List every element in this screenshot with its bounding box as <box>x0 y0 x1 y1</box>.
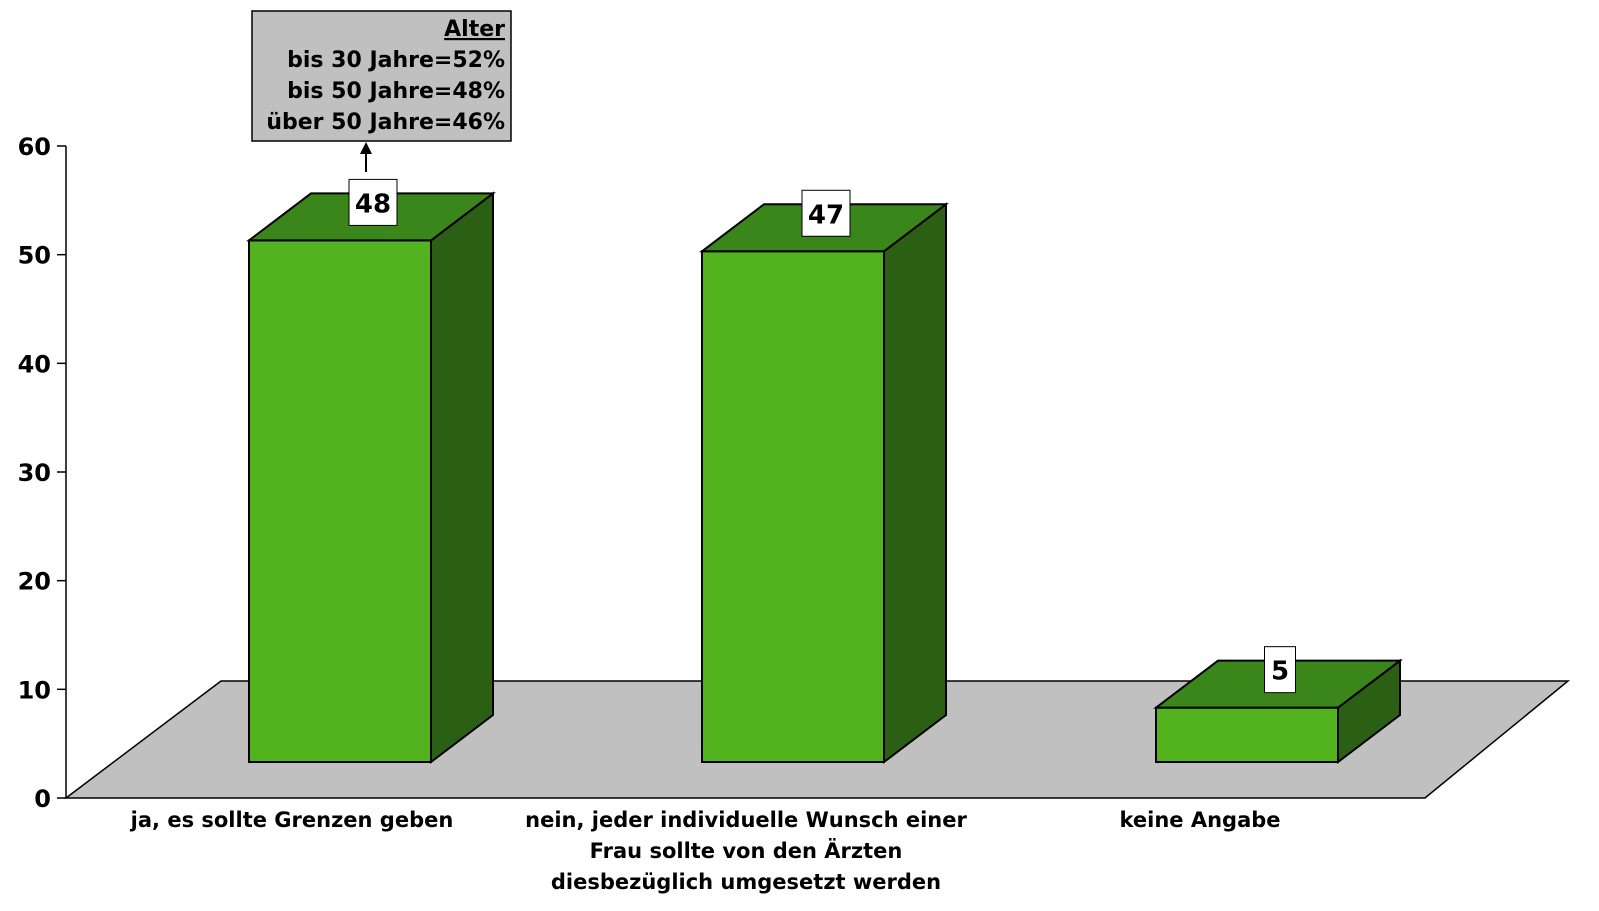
value-label-box <box>348 178 398 226</box>
bar-side <box>883 202 947 765</box>
y-tick-label: 0 <box>34 785 51 813</box>
annotation-line: über 50 Jahre=46% <box>266 110 505 135</box>
annotation-title: Alter <box>444 17 505 42</box>
value-label-box <box>1264 646 1296 694</box>
annotation-line: bis 30 Jahre=52% <box>287 48 505 73</box>
category-label: diesbezüglich umgesetzt werden <box>551 870 941 894</box>
y-tick-label: 30 <box>18 459 51 487</box>
y-tick-label: 20 <box>18 568 51 596</box>
y-tick-label: 40 <box>18 350 51 378</box>
category-label: keine Angabe <box>1119 808 1280 832</box>
bar-front <box>248 239 432 763</box>
value-label: 47 <box>808 200 844 230</box>
bar-front <box>1155 706 1339 764</box>
category-label: ja, es sollte Grenzen geben <box>130 808 454 832</box>
category-label: Frau sollte von den Ärzten <box>590 838 903 863</box>
annotation-box <box>251 10 512 142</box>
category-label: nein, jeder individuelle Wunsch einer <box>525 808 967 832</box>
bar-side <box>430 191 494 765</box>
y-tick-label: 60 <box>18 133 51 161</box>
annotation-arrow-head <box>360 142 372 154</box>
annotation-line: bis 50 Jahre=48% <box>287 79 505 104</box>
value-label-box <box>801 189 851 237</box>
value-label: 48 <box>355 189 391 219</box>
y-tick-label: 10 <box>18 676 51 704</box>
y-tick-label: 50 <box>18 242 51 270</box>
value-label: 5 <box>1271 657 1289 687</box>
bar-front <box>701 250 885 763</box>
